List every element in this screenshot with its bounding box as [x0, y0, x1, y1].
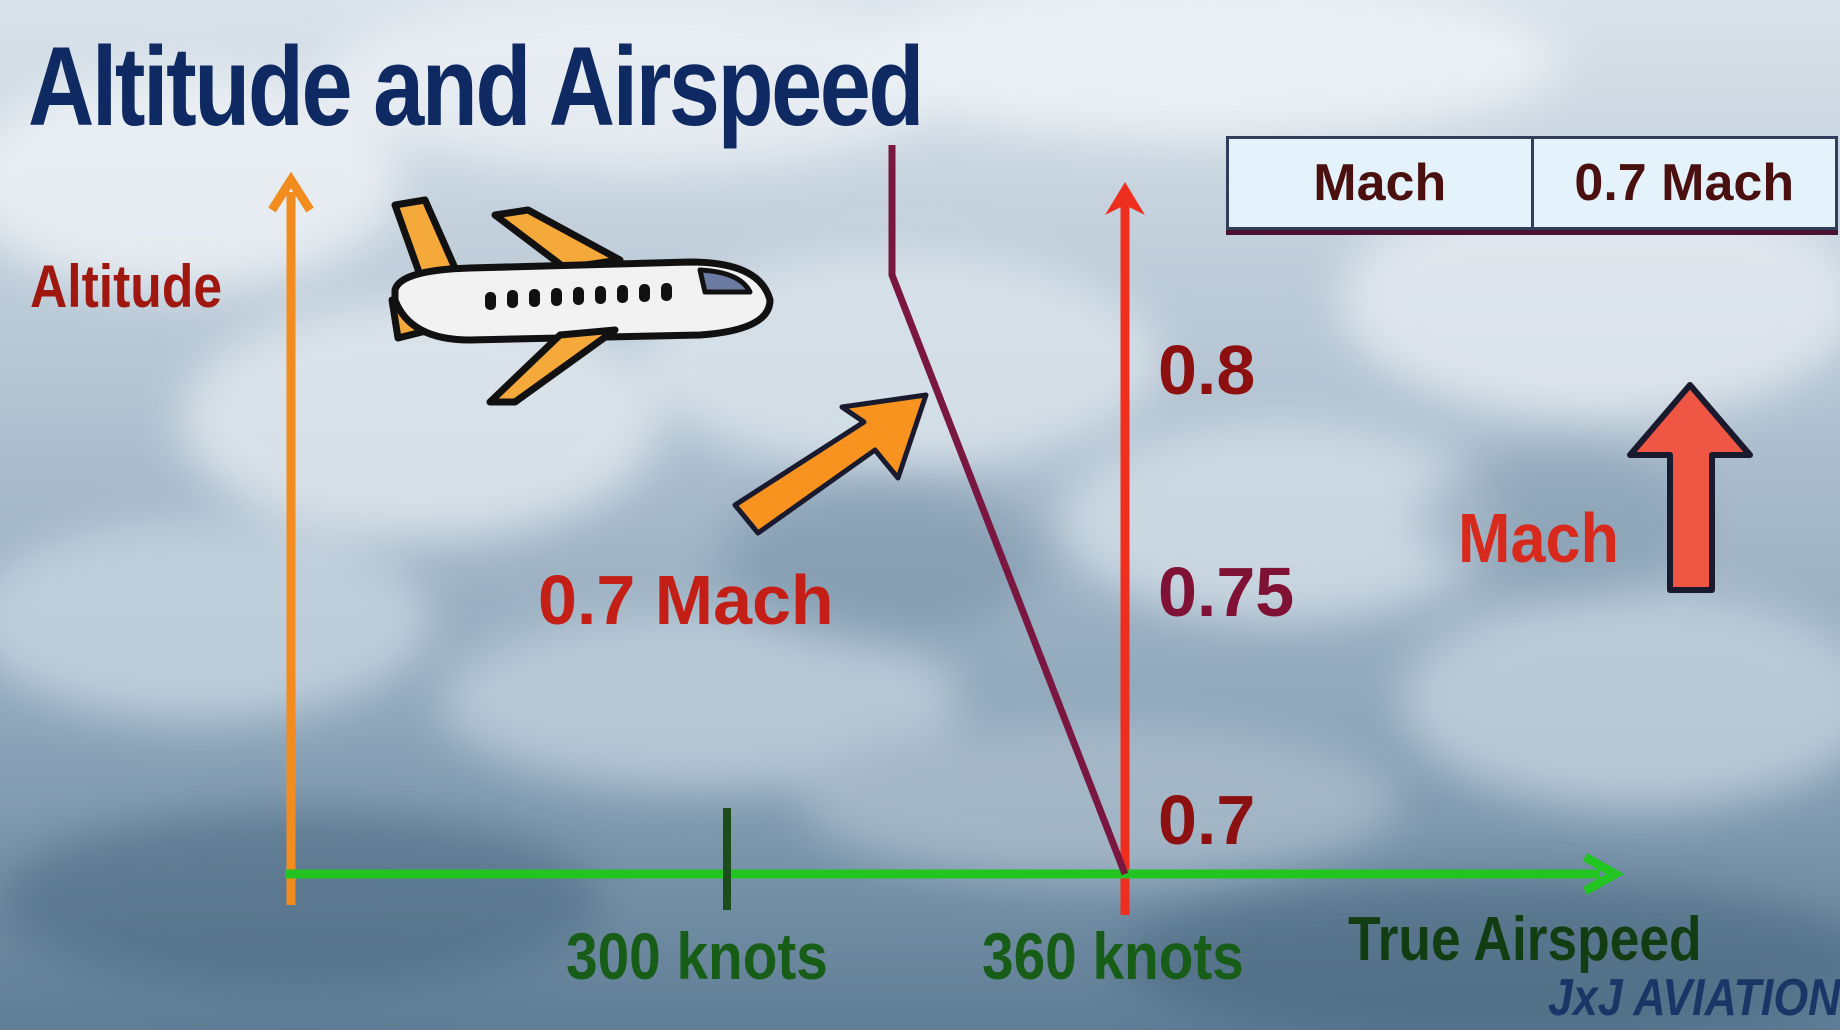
red-up-arrow-icon: [1627, 382, 1753, 593]
mach-axis: [1105, 182, 1145, 915]
airplane-icon: [388, 196, 774, 406]
mach-tick-label: 0.75: [1158, 553, 1295, 631]
orange-arrow-icon: [732, 392, 929, 536]
table-cell-value: 0.7 Mach: [1530, 139, 1836, 227]
altitude-axis-label: Altitude: [30, 253, 223, 320]
mach-tick-label: 0.7: [1158, 781, 1256, 859]
speed-tick-label: 300 knots: [566, 919, 828, 993]
airspeed-axis: [285, 853, 1625, 895]
table-cell-label: Mach: [1313, 154, 1447, 212]
mach-table: Mach 0.7 Mach: [1226, 136, 1838, 230]
mach-line: [888, 145, 1129, 876]
mach-indicator-label: Mach: [1458, 499, 1620, 577]
altitude-axis: [268, 171, 314, 905]
page-title: Altitude and Airspeed: [28, 24, 925, 149]
airspeed-axis-label: True Airspeed: [1348, 905, 1702, 974]
speed-tick-label: 360 knots: [982, 919, 1244, 993]
mach-tick-label: 0.8: [1158, 331, 1256, 409]
mach-value-label: 0.7 Mach: [538, 561, 834, 639]
watermark: JxJ AVIATION: [1548, 969, 1840, 1027]
